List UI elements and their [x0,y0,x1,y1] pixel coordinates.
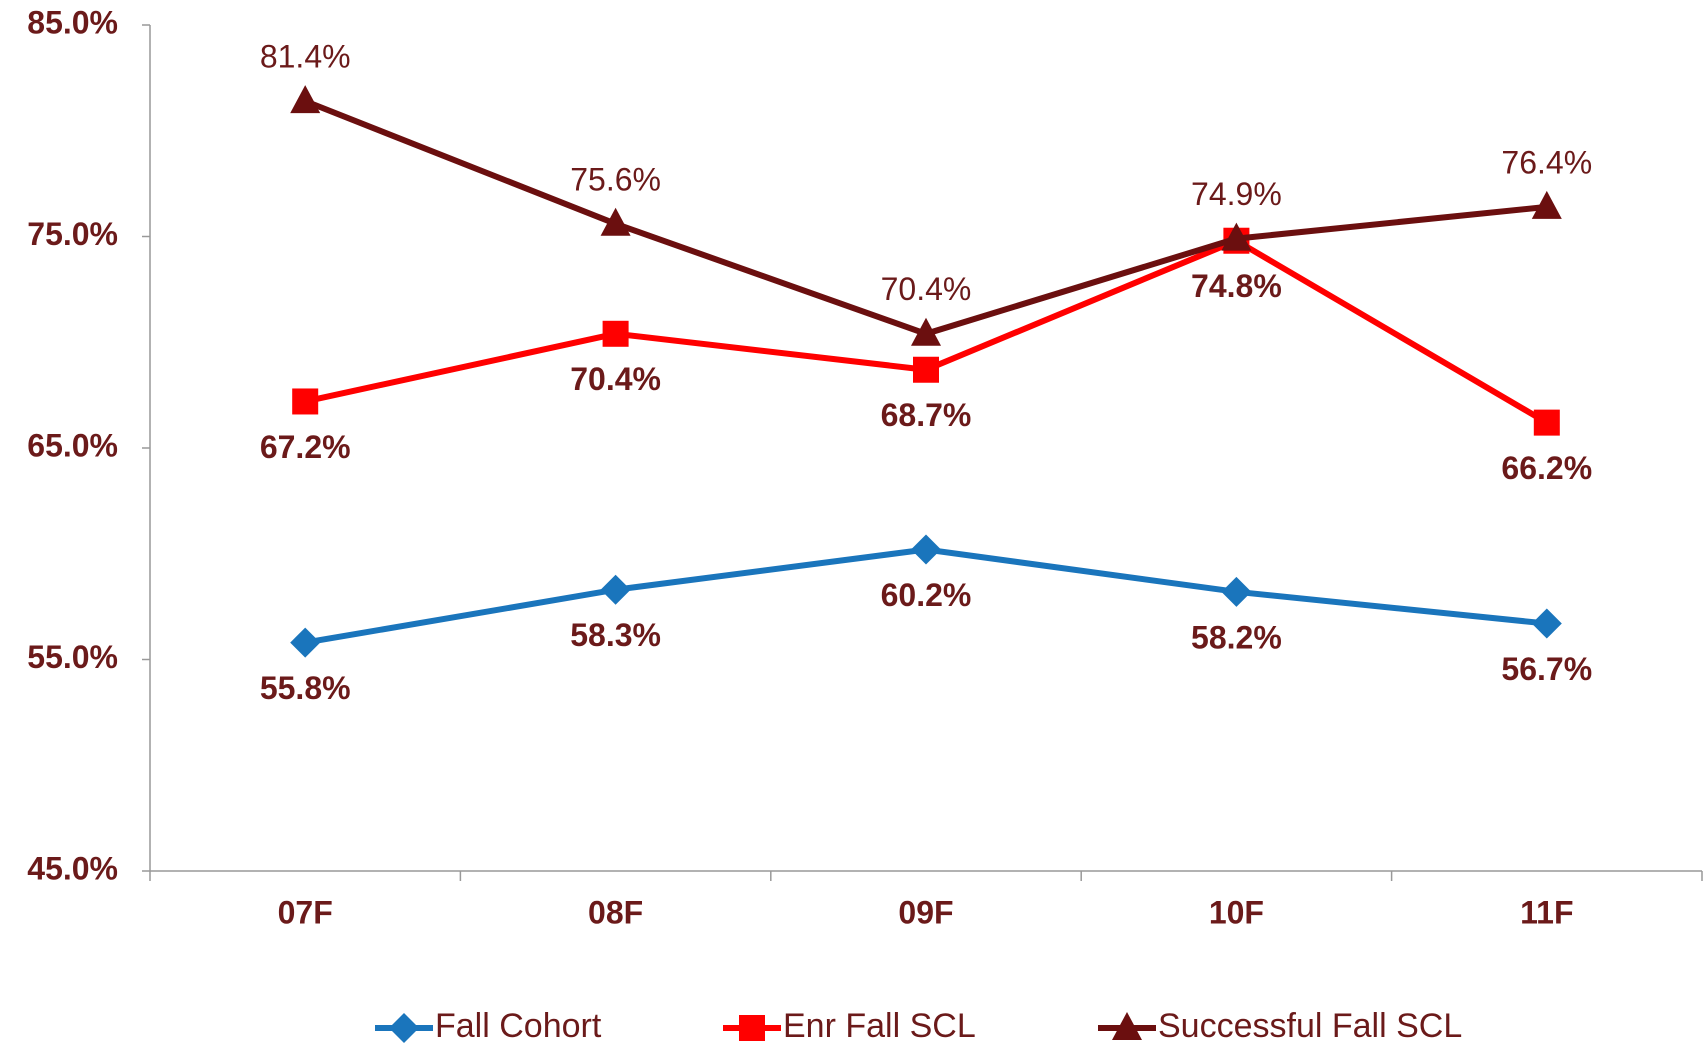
data-point [1533,409,1560,436]
data-label: 58.3% [570,617,661,653]
y-tick-label: 85.0% [27,4,118,40]
y-tick-label: 55.0% [27,639,118,675]
data-label: 75.6% [570,161,661,197]
legend-marker [739,1015,765,1041]
data-point [290,627,321,658]
data-label: 66.2% [1501,450,1592,486]
legend-label: Fall Cohort [435,1007,602,1045]
data-label: 55.8% [260,670,351,706]
data-label: 74.8% [1191,268,1282,304]
data-label: 58.2% [1191,619,1282,655]
y-tick-label: 65.0% [27,427,118,463]
data-label: 67.2% [260,429,351,465]
data-point [290,85,321,114]
data-point [602,320,629,347]
data-label: 68.7% [881,397,972,433]
x-tick-label: 09F [898,894,953,930]
data-point [913,356,939,383]
legend-label: Successful Fall SCL [1158,1007,1462,1045]
x-tick-label: 07F [278,894,333,930]
legend-marker [1112,1012,1142,1040]
data-point [1221,222,1252,251]
data-label: 76.4% [1501,144,1592,180]
x-tick-label: 10F [1209,894,1264,930]
data-point [1531,608,1562,639]
data-label: 60.2% [881,577,972,613]
data-label: 74.9% [1191,176,1282,212]
y-tick-label: 45.0% [27,850,118,886]
data-label: 70.4% [570,361,661,397]
data-point [292,388,319,415]
data-label: 56.7% [1501,651,1592,687]
legend-label: Enr Fall SCL [783,1007,976,1045]
data-point [911,317,941,346]
x-tick-label: 08F [588,894,643,930]
y-tick-label: 75.0% [27,216,118,252]
legend-marker [389,1013,419,1043]
data-point [600,574,631,605]
data-point [1531,190,1562,219]
x-tick-label: 11F [1520,894,1573,930]
data-point [1221,576,1252,607]
data-point [600,207,631,236]
data-label: 81.4% [260,39,351,75]
data-label: 70.4% [881,271,972,307]
data-point [911,534,941,565]
